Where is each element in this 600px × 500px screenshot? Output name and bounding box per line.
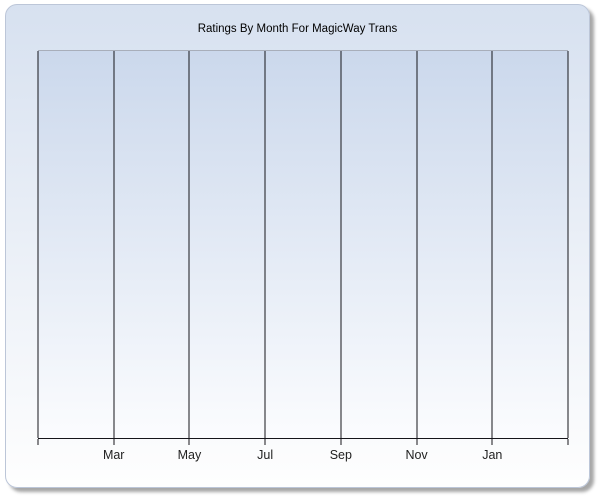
x-axis-tick	[340, 439, 342, 445]
chart-title: Ratings By Month For MagicWay Trans	[197, 23, 398, 35]
x-axis-tick	[113, 439, 115, 445]
x-gridline	[113, 51, 115, 438]
x-axis-ticks	[37, 439, 569, 445]
x-axis-label: Jan	[482, 448, 503, 462]
x-gridline	[37, 51, 39, 438]
x-gridline	[188, 51, 190, 438]
chart-panel: Ratings By Month For MagicWay Trans Mar M…	[5, 4, 590, 488]
x-axis-label: Jul	[257, 448, 274, 462]
plot-area	[37, 50, 569, 439]
x-axis-label: Sep	[329, 448, 352, 462]
x-axis-tick	[37, 439, 39, 445]
x-axis-label: May	[177, 448, 202, 462]
x-axis-labels: Mar May Jul Sep Nov Jan	[38, 448, 568, 464]
x-axis-tick	[264, 439, 266, 445]
x-axis-tick	[567, 439, 569, 445]
x-axis-tick	[416, 439, 418, 445]
x-gridline	[567, 51, 569, 438]
x-gridline	[491, 51, 493, 438]
x-gridline	[416, 51, 418, 438]
x-gridline	[340, 51, 342, 438]
x-gridline	[264, 51, 266, 438]
x-axis-tick	[188, 439, 190, 445]
x-axis-label: Nov	[405, 448, 428, 462]
x-axis-label: Mar	[102, 448, 125, 462]
x-axis-tick	[491, 439, 493, 445]
